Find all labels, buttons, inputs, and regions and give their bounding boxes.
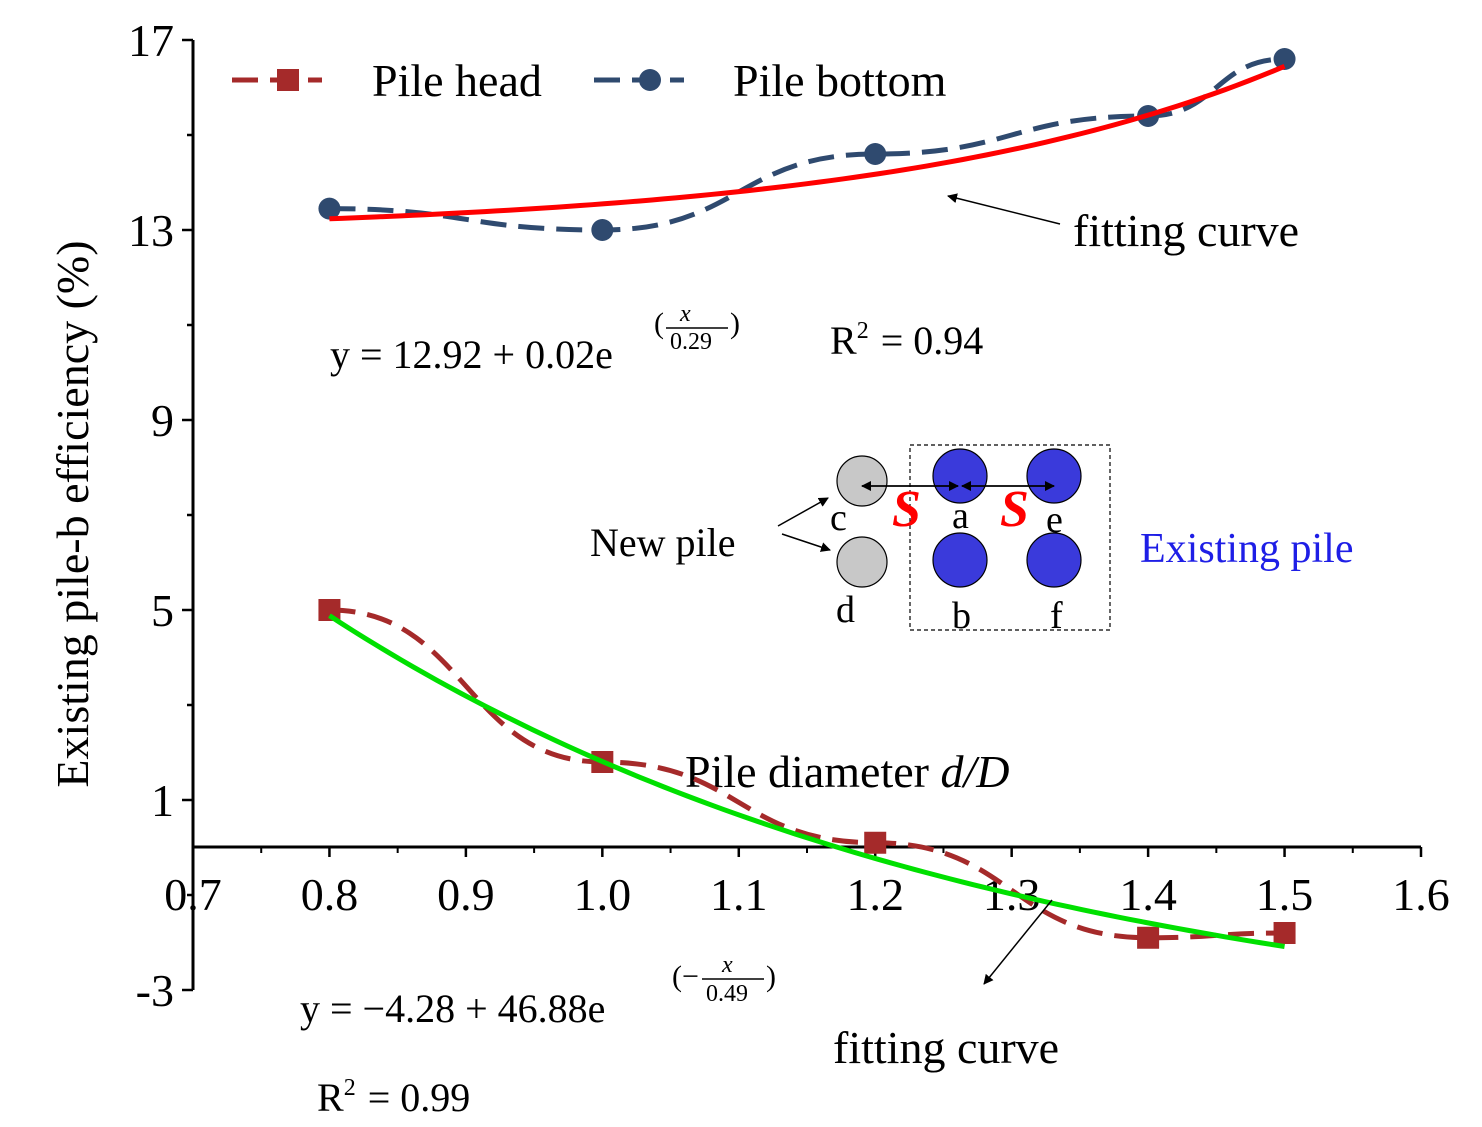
legend-pile-head-marker	[277, 69, 299, 91]
spacing-label-1: S	[892, 481, 921, 538]
top-equation: y = 12.92 + 0.02e	[330, 332, 613, 377]
bottom-equation-exp-den: 0.49	[706, 981, 748, 1007]
data-point-pile-head	[1273, 922, 1296, 944]
series-layer	[318, 48, 1296, 949]
spacing-label-2: S	[1000, 481, 1029, 538]
pile-letter-d: d	[836, 589, 855, 631]
series-line-pile-head	[329, 607, 1285, 941]
pile-letter-e: e	[1046, 499, 1063, 541]
y-ticks: -3 1 5 9 13 17	[128, 15, 193, 1016]
y-tick-label: 5	[151, 585, 174, 636]
legend: Pile head Pile bottom	[232, 55, 947, 106]
x-tick-label: 1.1	[710, 869, 768, 920]
bottom-equation-exp-close: )	[766, 960, 776, 993]
data-point-pile-head	[318, 599, 341, 621]
x-tick-label: 0.8	[301, 869, 359, 920]
top-r2-exp: 2	[857, 318, 869, 344]
x-tick-label: 1.0	[574, 869, 632, 920]
top-r2-value: = 0.94	[881, 318, 984, 363]
y-tick-label: 9	[151, 395, 174, 446]
fit-curve-pile-head	[328, 613, 1285, 949]
pile-letter-f: f	[1050, 595, 1063, 637]
x-ticks: 0.7 0.8 0.9 1.0 1.1 1.2 1.3 1.4 1.5 1.6	[164, 847, 1450, 920]
top-equation-exp-open: (	[654, 307, 664, 340]
x-tick-label: 0.9	[437, 869, 495, 920]
legend-pile-bottom-marker	[639, 69, 661, 91]
series-line-pile-bottom	[329, 56, 1285, 233]
pile-letter-b: b	[952, 595, 971, 637]
bottom-r2: R2 = 0.99	[317, 1075, 470, 1120]
bottom-equation: y = −4.28 + 46.88e	[300, 986, 605, 1031]
existing-pile-box	[909, 444, 1111, 631]
top-r2-symbol: R	[830, 318, 857, 363]
existing-pile-a	[932, 448, 988, 504]
existing-pile-e	[1026, 448, 1082, 504]
legend-pile-head-label: Pile head	[372, 55, 542, 106]
bottom-equation-exp-num: x	[721, 952, 733, 978]
existing-pile-b	[932, 532, 988, 588]
data-point-pile-head	[864, 831, 887, 854]
x-tick-label: 1.2	[846, 869, 904, 920]
x-tick-label: 0.7	[164, 869, 222, 920]
data-point-pile-bottom	[318, 197, 341, 220]
bottom-r2-value: = 0.99	[368, 1075, 471, 1120]
data-point-pile-bottom	[591, 219, 614, 241]
bottom-equation-exp-open: (−	[672, 960, 699, 993]
x-axis-title-italic: d/D	[940, 746, 1009, 797]
y-axis-title: Existing pile-b efficiency (%)	[47, 240, 98, 787]
new-pile-d	[836, 536, 888, 588]
data-point-pile-head	[1137, 926, 1160, 949]
pile-letter-c: c	[830, 497, 847, 539]
y-tick-label: 1	[151, 775, 174, 826]
existing-pile-f	[1026, 532, 1082, 588]
bottom-r2-symbol: R	[317, 1075, 344, 1120]
x-tick-label: 1.6	[1392, 869, 1450, 920]
data-point-pile-bottom	[1273, 48, 1296, 70]
y-tick-label: -3	[136, 965, 174, 1016]
existing-pile-label: Existing pile	[1140, 526, 1354, 572]
top-equation-exp-num: x	[679, 301, 691, 327]
top-r2: R2 = 0.94	[830, 318, 983, 363]
fits-layer	[328, 63, 1286, 949]
x-tick-label: 1.5	[1256, 869, 1314, 920]
bottom-r2-exp: 2	[344, 1075, 356, 1101]
data-point-pile-bottom	[864, 143, 887, 165]
fitting-curve-bottom-arrow	[983, 899, 1053, 985]
fitting-curve-top-arrow	[947, 193, 1061, 225]
new-pile-arrow-2	[781, 533, 831, 552]
top-fit-annotation: fitting curve y = 12.92 + 0.02e ( x 0.29…	[330, 193, 1299, 377]
y-tick-label: 17	[128, 15, 174, 66]
bottom-fit-annotation: fitting curve y = −4.28 + 46.88e (− x 0.…	[300, 899, 1059, 1120]
top-equation-exp-den: 0.29	[670, 329, 712, 355]
top-equation-exp-close: )	[730, 307, 740, 340]
pile-layout-inset: S S c a e d b f New pile Existing pile	[590, 444, 1354, 637]
fitting-curve-top-label: fitting curve	[1073, 205, 1299, 256]
legend-pile-bottom-label: Pile bottom	[733, 55, 947, 106]
x-axis-title: Pile diameter d/D	[685, 746, 1009, 797]
new-pile-label: New pile	[590, 520, 736, 565]
x-axis-title-plain: Pile diameter	[685, 746, 940, 797]
pile-letter-a: a	[952, 495, 969, 537]
x-tick-label: 1.4	[1119, 869, 1177, 920]
fit-curve-pile-bottom	[329, 63, 1286, 222]
new-pile-arrow-1	[777, 497, 829, 527]
y-tick-label: 13	[128, 205, 174, 256]
fitting-curve-bottom-label: fitting curve	[833, 1022, 1059, 1073]
